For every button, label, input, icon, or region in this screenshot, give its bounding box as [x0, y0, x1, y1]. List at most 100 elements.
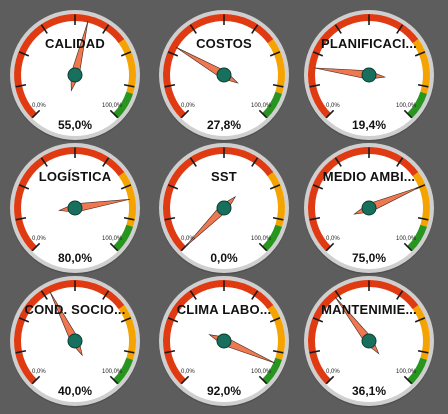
gauge-title: PLANIFICACI... — [321, 36, 417, 51]
gauge-tick — [334, 24, 342, 34]
gauge-tick — [403, 375, 413, 385]
gauge-tick — [334, 157, 342, 167]
gauge-tick — [167, 51, 179, 57]
gauge-min-label: 0,0% — [181, 236, 195, 242]
gauge-tick — [120, 51, 132, 57]
gauge-hub — [216, 200, 232, 216]
gauge-tick — [189, 157, 197, 167]
gauge-title: COND. SOCIO... — [24, 302, 126, 317]
red-band — [163, 147, 274, 252]
gauge-dial-svg — [10, 10, 140, 142]
gauge-tick — [189, 24, 197, 34]
gauge-min-label: 0,0% — [32, 236, 46, 242]
gauge-hub — [361, 200, 377, 216]
gauge-tick — [123, 349, 135, 354]
red-band — [14, 280, 125, 385]
gauge-title: COSTOS — [196, 36, 252, 51]
gauge-tick — [396, 290, 404, 300]
red-band — [308, 147, 419, 252]
gauge-tick — [403, 242, 413, 252]
gauge-tick — [102, 157, 110, 167]
gauge-max-label: 100,0% — [102, 103, 123, 109]
gauge-tick — [251, 290, 259, 300]
red-band — [163, 14, 274, 119]
gauge-max-label: 100,0% — [102, 369, 123, 375]
gauge-dial-svg — [304, 276, 434, 408]
gauge-max-label: 100,0% — [396, 369, 417, 375]
gauge-min-label: 0,0% — [326, 236, 340, 242]
gauge-tick — [15, 216, 27, 221]
gauge-tick — [167, 184, 179, 190]
gauge-min-label: 0,0% — [181, 103, 195, 109]
gauge-card[interactable]: COSTOS 0,0% 100,0% 27,8% — [153, 6, 295, 144]
gauge-card[interactable]: MANTENIMIE... 0,0% 100,0% 36,1% — [298, 272, 440, 410]
orange-band — [118, 39, 136, 94]
gauge-dial-svg — [159, 10, 289, 142]
red-band — [163, 280, 274, 385]
gauge-card[interactable]: CLIMA LABO... 0,0% 100,0% 92,0% — [153, 272, 295, 410]
gauge-tick — [417, 216, 429, 221]
gauge-tick — [40, 157, 48, 167]
gauge-card[interactable]: PLANIFICACI... 0,0% 100,0% 19,4% — [298, 6, 440, 144]
gauge-tick — [325, 109, 335, 119]
gauge-value: 0,0% — [210, 251, 238, 265]
gauge-card[interactable]: SST 0,0% 100,0% 0,0% — [153, 139, 295, 277]
gauge-tick — [109, 242, 119, 252]
gauge-tick — [123, 83, 135, 88]
gauge-tick — [180, 375, 190, 385]
gauge-tick — [269, 51, 281, 57]
gauge-tick — [109, 375, 119, 385]
gauge-tick — [258, 109, 268, 119]
gauge-tick — [325, 242, 335, 252]
gauge-hub — [216, 333, 232, 349]
gauge-tick — [309, 216, 321, 221]
orange-band — [118, 305, 136, 360]
gauge-card[interactable]: COND. SOCIO... 0,0% 100,0% 40,0% — [4, 272, 146, 410]
gauge-title: LOGÍSTICA — [38, 169, 112, 184]
gauge-tick — [396, 24, 404, 34]
gauge-tick — [414, 317, 426, 323]
gauge-card[interactable]: CALIDAD 0,0% 100,0% 55,0% — [4, 6, 146, 144]
gauge-min-label: 0,0% — [32, 369, 46, 375]
gauge-tick — [251, 24, 259, 34]
green-band — [407, 357, 428, 385]
green-band — [407, 91, 428, 119]
green-band — [262, 357, 283, 385]
orange-band — [118, 172, 136, 227]
red-band — [308, 280, 419, 385]
gauge-tick — [40, 24, 48, 34]
gauge-hub — [67, 67, 83, 83]
gauge-tick — [31, 375, 41, 385]
gauge-tick — [180, 109, 190, 119]
orange-band — [267, 39, 285, 94]
gauge-title: SST — [211, 169, 237, 184]
gauge-tick — [269, 184, 281, 190]
gauge-tick — [269, 317, 281, 323]
orange-band — [412, 172, 430, 227]
gauge-tick — [309, 349, 321, 354]
gauge-card[interactable]: LOGÍSTICA 0,0% 100,0% 80,0% — [4, 139, 146, 277]
green-band — [113, 357, 134, 385]
gauge-tick — [164, 216, 176, 221]
gauge-tick — [18, 184, 30, 190]
gauge-card[interactable]: MEDIO AMBI... 0,0% 100,0% 75,0% — [298, 139, 440, 277]
gauge-tick — [312, 317, 324, 323]
gauge-tick — [164, 83, 176, 88]
gauge-tick — [189, 290, 197, 300]
green-band — [113, 91, 134, 119]
gauge-value: 55,0% — [57, 118, 93, 132]
gauge-tick — [309, 83, 321, 88]
gauge-tick — [417, 349, 429, 354]
gauge-max-label: 100,0% — [396, 236, 417, 242]
red-band — [14, 147, 125, 252]
gauge-dial-svg — [10, 276, 140, 408]
gauge-max-label: 100,0% — [251, 236, 272, 242]
gauge-tick — [15, 349, 27, 354]
orange-band — [267, 172, 285, 227]
gauge-tick — [312, 184, 324, 190]
gauge-dial-svg — [159, 276, 289, 408]
orange-band — [412, 305, 430, 360]
gauge-title: CLIMA LABO... — [176, 302, 272, 317]
gauge-min-label: 0,0% — [326, 103, 340, 109]
